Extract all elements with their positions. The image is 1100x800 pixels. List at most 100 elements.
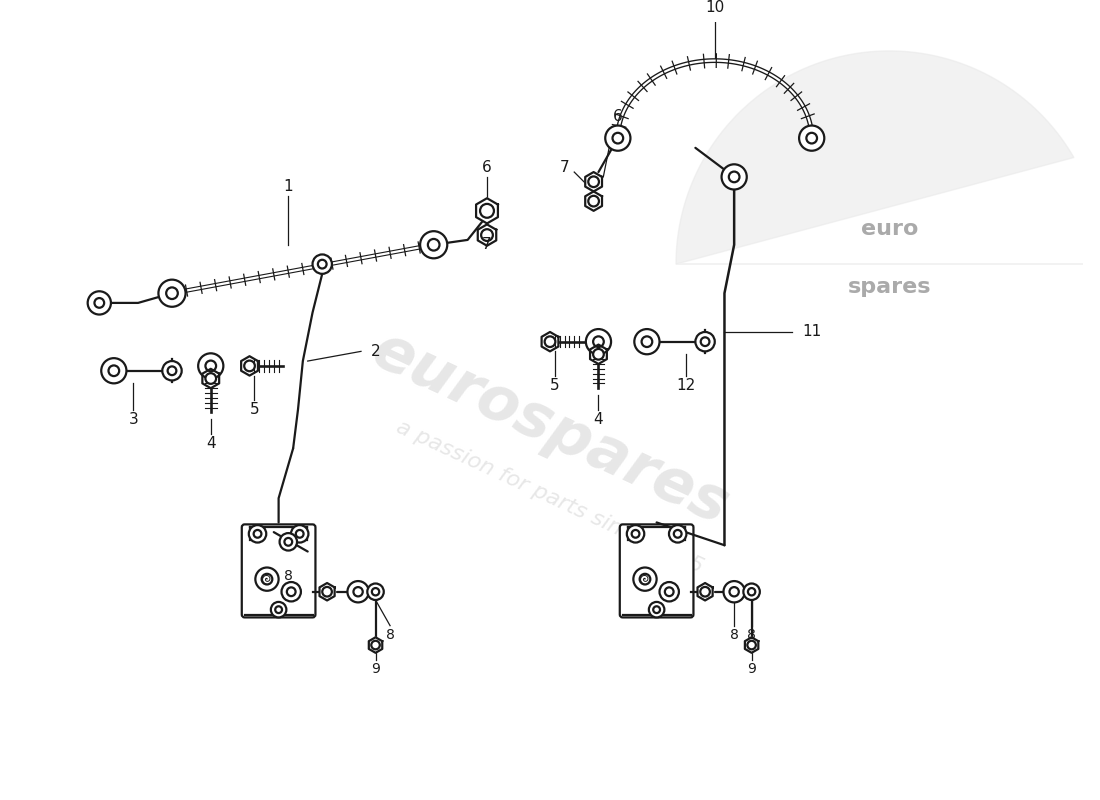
FancyBboxPatch shape	[242, 524, 316, 618]
Polygon shape	[585, 172, 602, 191]
Circle shape	[649, 602, 664, 618]
Text: 10: 10	[705, 0, 725, 14]
Circle shape	[262, 574, 273, 585]
Circle shape	[285, 538, 293, 546]
Text: a passion for parts since 1985: a passion for parts since 1985	[394, 417, 706, 577]
Circle shape	[593, 349, 604, 360]
Text: 12: 12	[676, 378, 695, 393]
Circle shape	[348, 581, 369, 602]
Circle shape	[722, 164, 747, 190]
Circle shape	[271, 602, 286, 618]
Circle shape	[605, 126, 630, 150]
Polygon shape	[368, 638, 383, 653]
Text: 2: 2	[371, 344, 381, 359]
Text: 11: 11	[802, 325, 822, 339]
Circle shape	[481, 229, 493, 241]
Polygon shape	[745, 638, 758, 653]
Polygon shape	[476, 198, 498, 223]
Circle shape	[588, 196, 598, 206]
Text: 8: 8	[747, 628, 756, 642]
Circle shape	[372, 588, 379, 595]
FancyBboxPatch shape	[619, 524, 693, 618]
Circle shape	[198, 354, 223, 378]
Text: 7: 7	[560, 160, 570, 174]
Text: 4: 4	[594, 412, 603, 426]
Circle shape	[254, 530, 262, 538]
Circle shape	[669, 525, 686, 542]
Text: 8: 8	[729, 628, 738, 642]
Circle shape	[249, 525, 266, 542]
Circle shape	[109, 366, 119, 376]
Text: 9: 9	[747, 662, 756, 676]
Polygon shape	[697, 583, 713, 601]
Circle shape	[724, 581, 745, 602]
Circle shape	[806, 133, 817, 143]
Circle shape	[420, 231, 448, 258]
Circle shape	[428, 239, 440, 250]
Circle shape	[640, 574, 650, 585]
Circle shape	[748, 588, 756, 595]
Circle shape	[275, 606, 282, 613]
Circle shape	[282, 582, 301, 602]
Circle shape	[88, 291, 111, 314]
Circle shape	[312, 254, 332, 274]
Circle shape	[318, 260, 327, 269]
Text: 3: 3	[129, 412, 139, 426]
Circle shape	[158, 280, 186, 306]
Circle shape	[544, 336, 556, 347]
Circle shape	[674, 530, 682, 538]
Circle shape	[101, 358, 127, 383]
Text: 9: 9	[371, 662, 380, 676]
Text: 5: 5	[550, 378, 560, 393]
Text: 8: 8	[284, 569, 293, 582]
Circle shape	[287, 587, 296, 596]
Circle shape	[701, 338, 710, 346]
Polygon shape	[590, 345, 607, 364]
Polygon shape	[477, 224, 496, 246]
Circle shape	[747, 641, 756, 650]
Circle shape	[588, 177, 598, 187]
Circle shape	[255, 567, 278, 590]
Circle shape	[586, 329, 612, 354]
Circle shape	[641, 336, 652, 347]
Circle shape	[480, 204, 494, 218]
Circle shape	[631, 530, 639, 538]
Text: spares: spares	[847, 278, 931, 298]
Circle shape	[729, 171, 739, 182]
Polygon shape	[541, 332, 559, 351]
Circle shape	[292, 525, 308, 542]
Text: 7: 7	[482, 238, 492, 252]
Circle shape	[166, 287, 178, 299]
Circle shape	[729, 587, 739, 596]
Circle shape	[593, 336, 604, 347]
Circle shape	[163, 361, 182, 381]
Polygon shape	[676, 51, 1100, 264]
Circle shape	[244, 361, 255, 371]
Text: euro: euro	[860, 219, 917, 239]
Polygon shape	[241, 356, 257, 376]
Text: 4: 4	[206, 436, 216, 451]
Circle shape	[279, 533, 297, 550]
Circle shape	[206, 373, 216, 384]
Circle shape	[322, 587, 332, 597]
Text: 8: 8	[386, 628, 395, 642]
Text: 6: 6	[613, 110, 623, 124]
Text: 6: 6	[482, 160, 492, 174]
Circle shape	[695, 332, 715, 351]
Text: 5: 5	[250, 402, 260, 417]
Polygon shape	[585, 191, 602, 211]
Circle shape	[635, 329, 660, 354]
Text: eurospares: eurospares	[362, 321, 738, 538]
Circle shape	[353, 587, 363, 596]
Circle shape	[660, 582, 679, 602]
Polygon shape	[319, 583, 334, 601]
Circle shape	[206, 361, 216, 371]
Circle shape	[296, 530, 304, 538]
Circle shape	[744, 583, 760, 600]
Circle shape	[613, 133, 624, 143]
Circle shape	[627, 525, 645, 542]
Circle shape	[367, 583, 384, 600]
Circle shape	[664, 587, 673, 596]
Circle shape	[799, 126, 824, 150]
Text: 1: 1	[284, 179, 293, 194]
